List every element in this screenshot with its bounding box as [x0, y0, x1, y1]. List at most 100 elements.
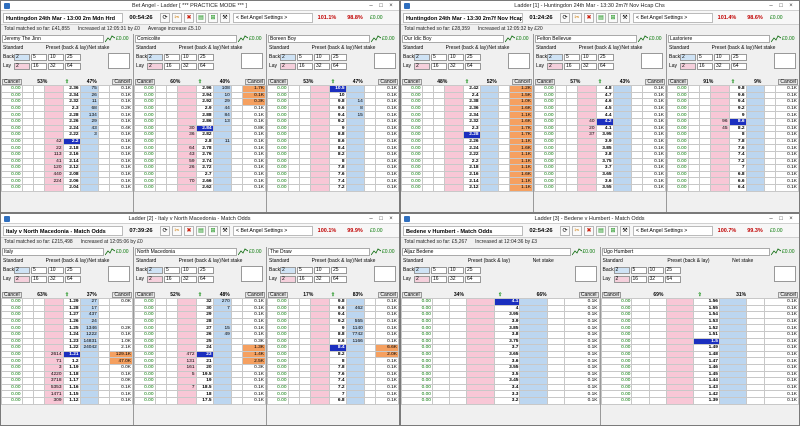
back-order-cell[interactable]	[21, 144, 34, 152]
back-amount-cell[interactable]	[310, 390, 330, 398]
spacer-cell[interactable]	[165, 390, 179, 398]
lay-amount-cell[interactable]	[612, 144, 632, 152]
lay-amount-cell[interactable]	[345, 350, 365, 359]
lay-amount-cell[interactable]	[718, 304, 748, 313]
price-cell[interactable]: 7.6	[328, 170, 347, 179]
back-amount-cell[interactable]	[665, 344, 695, 352]
lay-amount-cell[interactable]	[519, 324, 548, 332]
back-order-cell[interactable]	[21, 383, 34, 392]
back-amount-cell[interactable]	[466, 357, 495, 365]
price-cell[interactable]: 3.75	[493, 337, 521, 346]
cancel-lay-button[interactable]: Cancel	[112, 291, 132, 298]
spacer-cell[interactable]	[648, 363, 667, 372]
spacer-cell[interactable]	[97, 131, 111, 139]
spacer-cell[interactable]	[97, 157, 111, 166]
back-order-cell[interactable]	[21, 98, 34, 106]
back-order-cell[interactable]	[421, 131, 434, 139]
spacer-cell[interactable]	[449, 311, 468, 319]
back-order-cell[interactable]	[421, 111, 434, 119]
spacer-cell[interactable]	[648, 304, 667, 313]
lay-stake-box[interactable]: 64	[598, 62, 614, 70]
lay-amount-cell[interactable]	[212, 363, 232, 372]
wrench-icon[interactable]: ⚒	[220, 12, 230, 23]
lay-amount-cell[interactable]	[519, 330, 548, 339]
back-order-cell[interactable]	[287, 363, 300, 372]
back-order-cell[interactable]	[431, 363, 451, 372]
back-amount-cell[interactable]	[310, 396, 330, 405]
lay-amount-cell[interactable]	[345, 91, 365, 100]
spacer-cell[interactable]	[449, 357, 468, 365]
spacer-cell[interactable]	[363, 370, 377, 379]
back-order-cell[interactable]	[554, 98, 567, 106]
spacer-cell[interactable]	[298, 131, 312, 139]
cancel-lay-button[interactable]: Cancel	[378, 291, 398, 298]
spacer-cell[interactable]	[763, 104, 777, 113]
lay-amount-cell[interactable]: 7	[212, 304, 232, 313]
back-amount-cell[interactable]	[577, 137, 597, 146]
spacer-cell[interactable]	[32, 124, 46, 133]
back-order-cell[interactable]	[154, 330, 167, 339]
back-amount-cell[interactable]	[444, 124, 464, 133]
price-cell[interactable]: 2.72	[195, 164, 214, 172]
price-cell[interactable]: 8.2	[728, 124, 747, 133]
spacer-cell[interactable]	[298, 370, 312, 379]
lay-amount-cell[interactable]	[212, 370, 232, 379]
spacer-cell[interactable]	[565, 91, 579, 100]
back-order-cell[interactable]	[287, 304, 300, 313]
spacer-cell[interactable]	[165, 183, 179, 192]
minimize-icon[interactable]: –	[769, 215, 773, 222]
price-cell[interactable]: 3.95	[493, 311, 521, 319]
spacer-cell[interactable]	[298, 117, 312, 126]
lay-amount-cell[interactable]	[212, 124, 232, 133]
back-stake-box[interactable]: 2	[613, 266, 630, 274]
back-order-cell[interactable]	[154, 311, 167, 319]
lay-amount-cell[interactable]	[212, 344, 232, 352]
back-order-cell[interactable]	[21, 330, 34, 339]
price-cell[interactable]: 1.18	[62, 370, 81, 379]
price-chart-icon[interactable]	[770, 248, 782, 256]
spacer-cell[interactable]	[165, 357, 179, 365]
back-amount-cell[interactable]	[444, 111, 464, 119]
runner-select[interactable]: Ugo Humbert	[601, 248, 770, 256]
spacer-cell[interactable]	[97, 144, 111, 152]
back-amount-cell[interactable]	[466, 390, 495, 398]
spacer-cell[interactable]	[230, 390, 244, 398]
spacer-cell[interactable]	[763, 137, 777, 146]
back-amount-cell[interactable]	[710, 144, 730, 152]
back-amount-cell[interactable]	[444, 117, 464, 126]
spacer-cell[interactable]	[165, 98, 179, 106]
spacer-cell[interactable]	[497, 85, 511, 93]
price-cell[interactable]: 9.6	[328, 104, 347, 113]
price-chart-icon[interactable]	[770, 35, 782, 43]
back-amount-cell[interactable]	[177, 104, 197, 113]
net-stake-box[interactable]	[241, 266, 263, 282]
lay-amount-cell[interactable]	[519, 370, 548, 379]
back-order-cell[interactable]	[421, 170, 434, 179]
spacer-cell[interactable]	[546, 317, 566, 326]
spacer-cell[interactable]	[546, 357, 566, 365]
spacer-cell[interactable]	[546, 330, 566, 339]
back-amount-cell[interactable]: 64	[177, 144, 197, 152]
back-amount-cell[interactable]	[665, 363, 695, 372]
spacer-cell[interactable]	[698, 104, 712, 113]
back-order-cell[interactable]	[631, 330, 650, 339]
spacer-cell[interactable]	[165, 144, 179, 152]
spacer-cell[interactable]	[363, 117, 377, 126]
back-amount-cell[interactable]	[466, 330, 495, 339]
spacer-cell[interactable]	[298, 317, 312, 326]
lay-amount-cell[interactable]	[519, 317, 548, 326]
back-order-cell[interactable]	[154, 157, 167, 166]
back-amount-cell[interactable]	[577, 183, 597, 192]
back-amount-cell[interactable]	[710, 111, 730, 119]
back-order-cell[interactable]	[287, 383, 300, 392]
back-amount-cell[interactable]	[310, 137, 330, 146]
spacer-cell[interactable]	[97, 98, 111, 106]
back-amount-cell[interactable]	[310, 183, 330, 192]
spacer-cell[interactable]	[746, 396, 765, 405]
spacer-cell[interactable]	[97, 177, 111, 185]
back-amount-cell[interactable]	[577, 164, 597, 172]
spacer-cell[interactable]	[630, 124, 644, 133]
lay-amount-cell[interactable]	[718, 357, 748, 365]
back-stake-box[interactable]: 10	[181, 266, 197, 274]
back-stake-box[interactable]: 25	[664, 266, 681, 274]
